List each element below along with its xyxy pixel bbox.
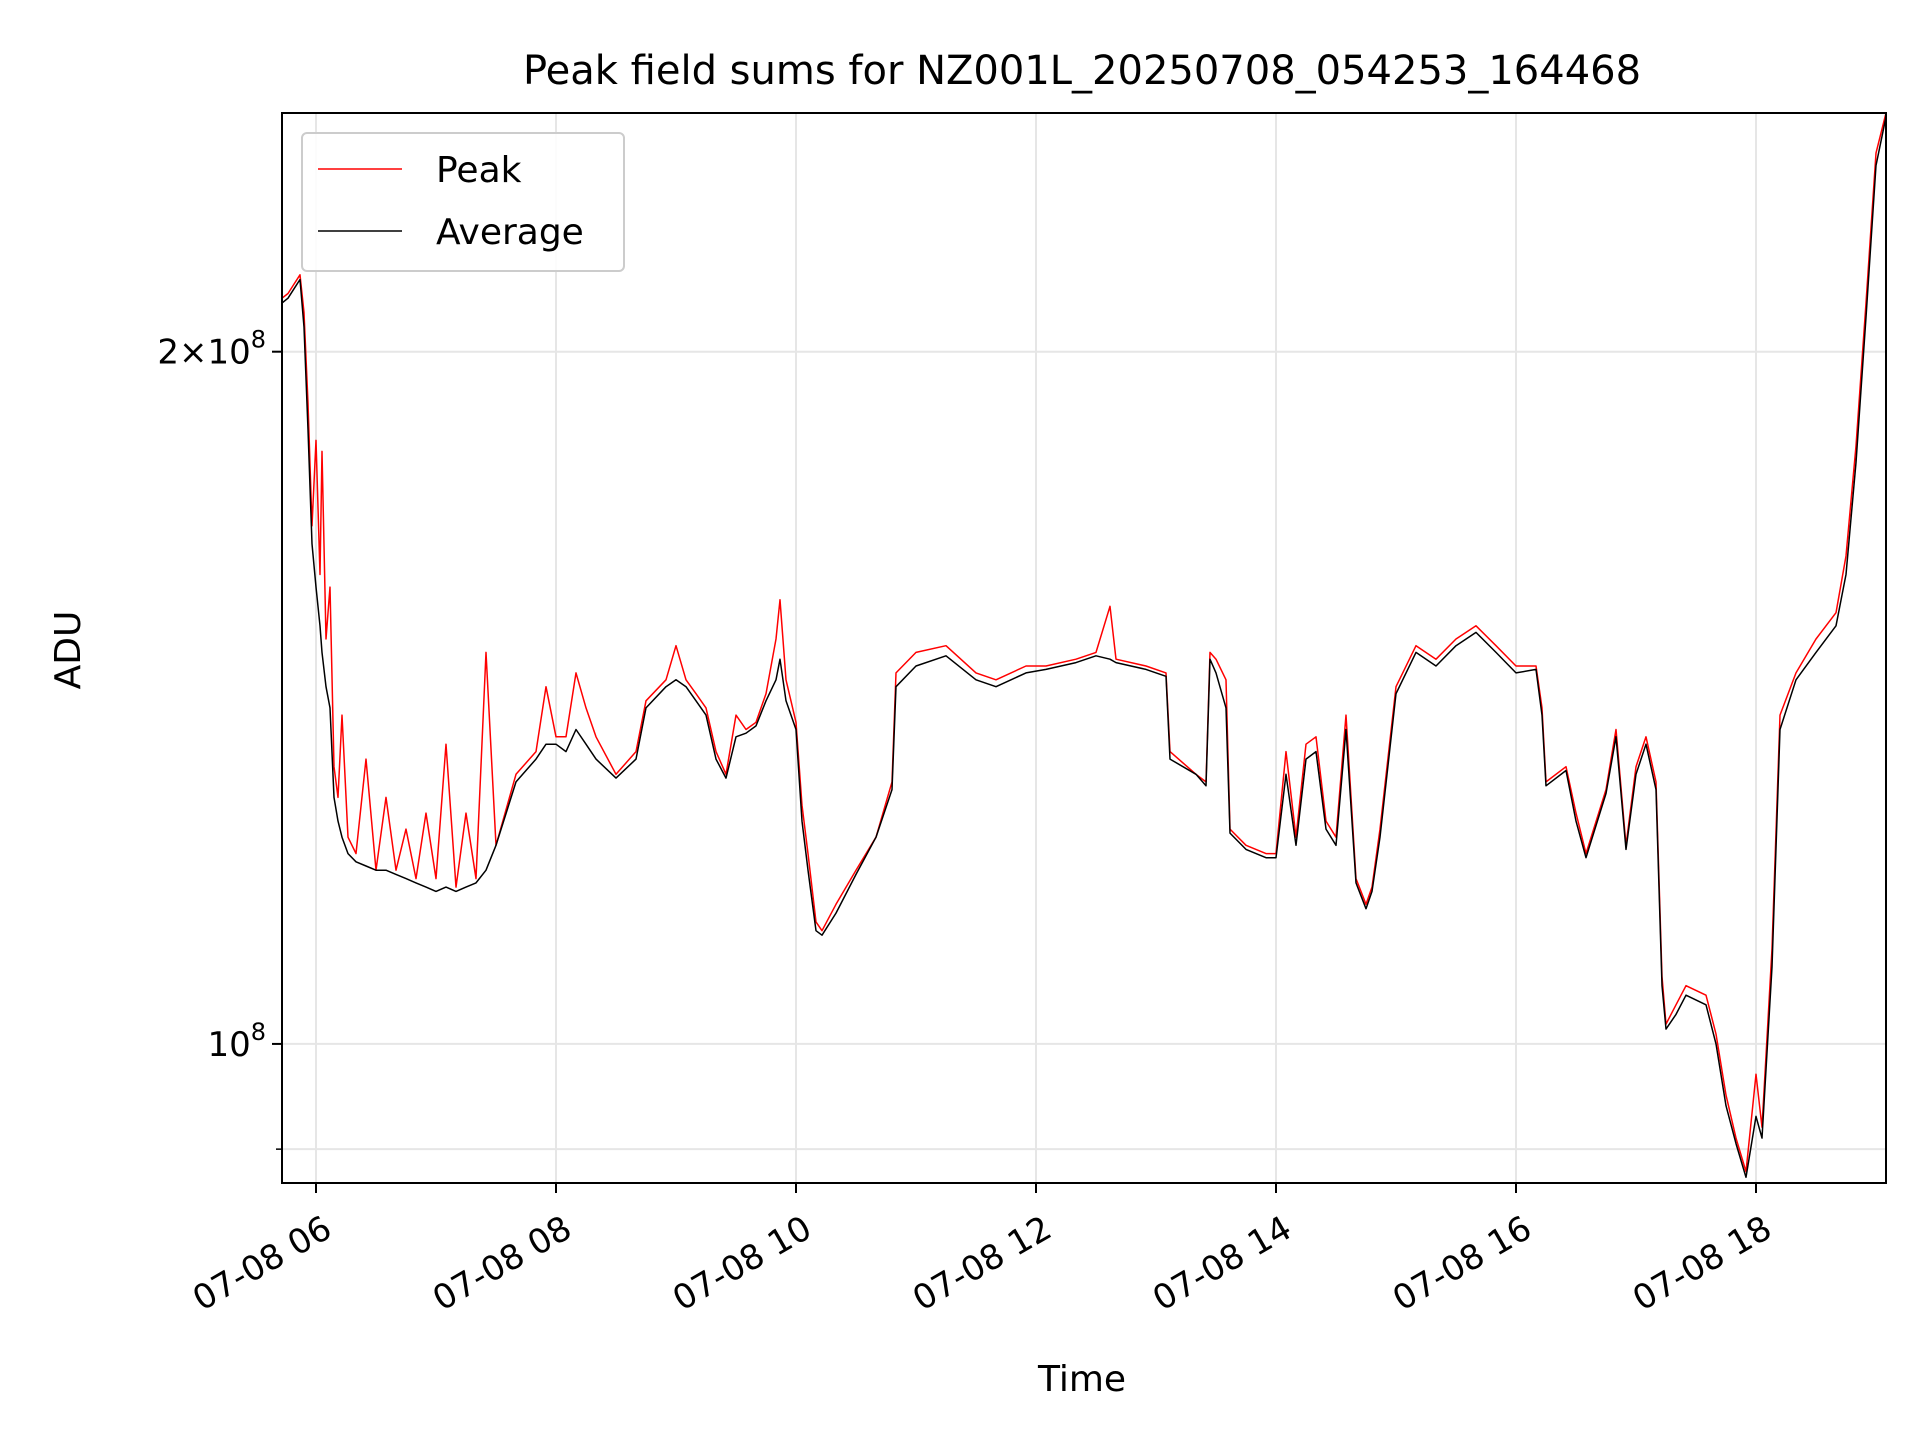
x-axis-label: Time bbox=[1037, 1359, 1126, 1400]
series-line-average bbox=[282, 116, 1886, 1179]
chart-title: Peak field sums for NZ001L_20250708_0542… bbox=[523, 48, 1641, 94]
y-tick-label: 2×108 bbox=[157, 326, 266, 373]
grid bbox=[282, 113, 1886, 1183]
y-tick-label: 108 bbox=[207, 1018, 266, 1065]
legend: Peak Average bbox=[301, 132, 625, 272]
plot-frame bbox=[281, 112, 1887, 1184]
y-axis: 108 2×108 bbox=[157, 326, 282, 1150]
y-axis-label: ADU bbox=[48, 611, 89, 690]
series-layer bbox=[282, 113, 1886, 1179]
legend-box bbox=[301, 132, 625, 272]
legend-label-peak: Peak bbox=[436, 150, 522, 191]
legend-label-average: Average bbox=[436, 212, 584, 253]
series-line-peak bbox=[282, 113, 1886, 1173]
